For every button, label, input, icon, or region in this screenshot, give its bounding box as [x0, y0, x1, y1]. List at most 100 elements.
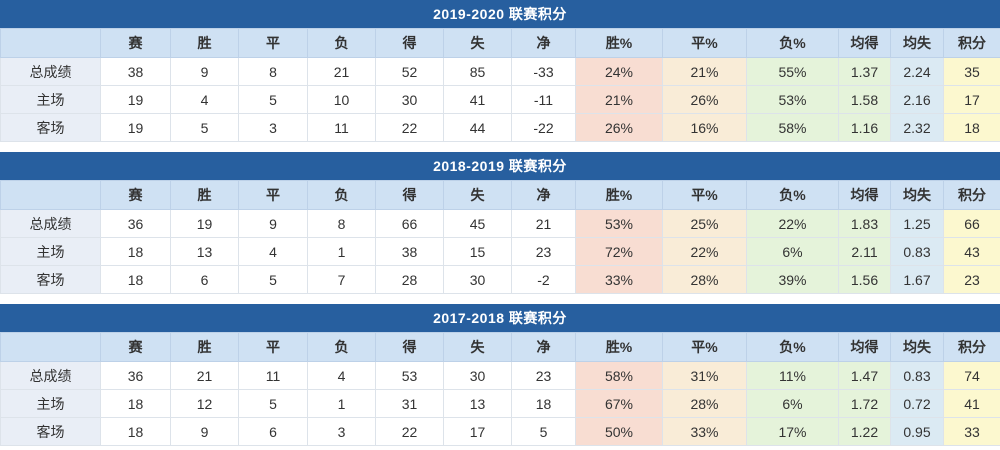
column-header: 平%: [662, 28, 747, 58]
column-header: 平: [238, 28, 308, 58]
league-points-table: 2019-2020 联赛积分赛胜平负得失净胜% 平% 负% 均得 均失 积分 总成绩 38 9 8…: [0, 0, 1000, 142]
stat-cell: 85: [443, 57, 512, 86]
stat-cell: 31: [375, 389, 444, 418]
stat-cell: 28%: [662, 265, 747, 294]
column-header: 积分: [943, 180, 1000, 210]
column-header: 胜%: [575, 28, 663, 58]
stat-cell: 72%: [575, 237, 663, 266]
table-title: 2019-2020 联赛积分: [0, 0, 1000, 28]
header-row: 赛胜平负得失净胜% 平% 负% 均得 均失 积分: [0, 28, 1000, 58]
column-header: 净: [511, 28, 576, 58]
stat-cell: 74: [943, 361, 1000, 390]
stat-cell: 1.72: [838, 389, 891, 418]
column-header: 失: [443, 332, 512, 362]
stat-cell: 1.47: [838, 361, 891, 390]
stat-cell: 11: [238, 361, 308, 390]
stat-cell: 33: [943, 417, 1000, 446]
column-header: 积分: [943, 28, 1000, 58]
stat-cell: 6: [238, 417, 308, 446]
stat-cell: 18: [100, 265, 171, 294]
row-label: 主场: [0, 389, 101, 418]
league-points-table: 2017-2018 联赛积分赛胜平负得失净胜% 平% 负% 均得 均失 积分 总成绩 36 21…: [0, 304, 1000, 446]
table-row: 客场 18 6 5 7 28 30 -2 33% 28% 39% 1.56 1.67 23: [0, 265, 1000, 294]
stat-cell: 31%: [662, 361, 747, 390]
stat-cell: 25%: [662, 209, 747, 238]
stat-cell: 30: [443, 265, 512, 294]
stat-cell: 2.32: [890, 113, 944, 142]
stat-cell: 9: [238, 209, 308, 238]
stat-cell: 5: [511, 417, 576, 446]
stat-cell: 18: [100, 417, 171, 446]
stat-cell: 67%: [575, 389, 663, 418]
stat-cell: 4: [238, 237, 308, 266]
stat-cell: -22: [511, 113, 576, 142]
stat-cell: 10: [307, 85, 376, 114]
column-header: 均得: [838, 180, 891, 210]
stat-cell: 5: [170, 113, 239, 142]
column-header: 积分: [943, 332, 1000, 362]
table-row: 总成绩 36 21 11 4 53 30 23 58% 31% 11% 1.47 0.83 74: [0, 361, 1000, 390]
column-header: 均失: [890, 332, 944, 362]
stat-cell: -33: [511, 57, 576, 86]
column-header: 得: [375, 28, 444, 58]
row-label: 客场: [0, 417, 101, 446]
column-header: 净: [511, 332, 576, 362]
stat-cell: 28%: [662, 389, 747, 418]
league-points-table: 2018-2019 联赛积分赛胜平负得失净胜% 平% 负% 均得 均失 积分 总成绩 36 19…: [0, 152, 1000, 294]
stat-cell: 8: [307, 209, 376, 238]
stat-cell: 39%: [746, 265, 839, 294]
corner-header-cell: [0, 332, 101, 362]
column-header: 平: [238, 180, 308, 210]
stat-cell: 21: [170, 361, 239, 390]
column-header: 均得: [838, 28, 891, 58]
stat-cell: 28: [375, 265, 444, 294]
stats-table: 赛胜平负得失净胜% 平% 负% 均得 均失 积分 总成绩 36 21 11 4 53 30 23 58% 31…: [0, 332, 1000, 446]
row-label: 总成绩: [0, 209, 101, 238]
stat-cell: 16%: [662, 113, 747, 142]
stat-cell: 58%: [575, 361, 663, 390]
stat-cell: 41: [943, 389, 1000, 418]
stat-cell: 23: [943, 265, 1000, 294]
table-title: 2017-2018 联赛积分: [0, 304, 1000, 332]
stat-cell: 1.58: [838, 85, 891, 114]
column-header: 胜%: [575, 180, 663, 210]
stat-cell: 36: [100, 361, 171, 390]
column-header: 平%: [662, 332, 747, 362]
column-header: 赛: [100, 28, 171, 58]
stat-cell: 43: [943, 237, 1000, 266]
stat-cell: 0.95: [890, 417, 944, 446]
stat-cell: 13: [443, 389, 512, 418]
stat-cell: 5: [238, 389, 308, 418]
stat-cell: 4: [170, 85, 239, 114]
stat-cell: 17%: [746, 417, 839, 446]
stat-cell: 1: [307, 389, 376, 418]
column-header: 负: [307, 332, 376, 362]
stat-cell: 21%: [575, 85, 663, 114]
column-header: 均失: [890, 28, 944, 58]
stat-cell: 33%: [575, 265, 663, 294]
table-row: 主场 18 13 4 1 38 15 23 72% 22% 6% 2.11 0.83 43: [0, 237, 1000, 266]
stat-cell: 9: [170, 417, 239, 446]
column-header: 负%: [746, 180, 839, 210]
stats-table: 赛胜平负得失净胜% 平% 负% 均得 均失 积分 总成绩 38 9 8 21 52 85 -33 24% 21…: [0, 28, 1000, 142]
stat-cell: 17: [943, 85, 1000, 114]
stat-cell: 21: [511, 209, 576, 238]
stat-cell: 1.83: [838, 209, 891, 238]
column-header: 得: [375, 180, 444, 210]
stat-cell: 36: [100, 209, 171, 238]
stat-cell: 41: [443, 85, 512, 114]
stat-cell: 0.83: [890, 237, 944, 266]
stat-cell: 26%: [662, 85, 747, 114]
column-header: 负: [307, 28, 376, 58]
stat-cell: 50%: [575, 417, 663, 446]
stat-cell: 12: [170, 389, 239, 418]
column-header: 赛: [100, 332, 171, 362]
stat-cell: 11%: [746, 361, 839, 390]
stat-cell: 30: [443, 361, 512, 390]
stat-cell: -2: [511, 265, 576, 294]
stat-cell: 9: [170, 57, 239, 86]
stat-cell: 1.25: [890, 209, 944, 238]
stat-cell: 55%: [746, 57, 839, 86]
stat-cell: 22%: [746, 209, 839, 238]
column-header: 胜: [170, 332, 239, 362]
